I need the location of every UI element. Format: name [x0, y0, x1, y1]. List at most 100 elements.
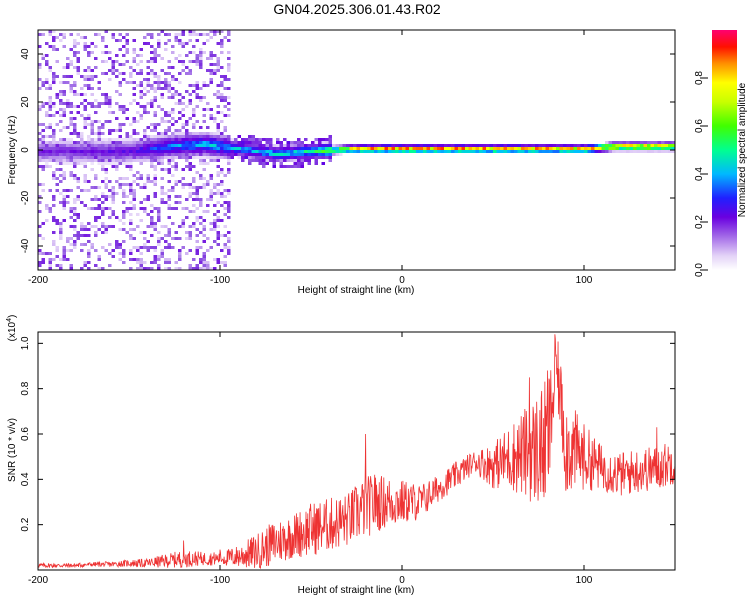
- heatmap-cell: [157, 150, 161, 153]
- heatmap-cell: [202, 156, 206, 159]
- heatmap-cell: [59, 141, 63, 144]
- heatmap-cell: [122, 147, 126, 150]
- heatmap-cell: [80, 135, 84, 138]
- heatmap-cell: [167, 171, 171, 174]
- heatmap-cell: [227, 216, 231, 219]
- heatmap-cell: [111, 60, 115, 63]
- heatmap-cell: [587, 147, 591, 150]
- heatmap-cell: [213, 117, 217, 120]
- heatmap-cell: [164, 240, 168, 243]
- heatmap-cell: [69, 225, 73, 228]
- heatmap-cell: [111, 33, 115, 36]
- heatmap-cell: [181, 168, 185, 171]
- heatmap-cell: [391, 144, 395, 147]
- heatmap-cell: [479, 147, 483, 150]
- heatmap-cell: [52, 204, 56, 207]
- heatmap-cell: [321, 138, 325, 141]
- heatmap-cell: [48, 264, 52, 267]
- heatmap-cell: [654, 150, 658, 153]
- heatmap-cell: [202, 96, 206, 99]
- heatmap-cell: [209, 177, 213, 180]
- heatmap-cell: [181, 138, 185, 141]
- heatmap-cell: [66, 150, 70, 153]
- heatmap-cell: [223, 144, 227, 147]
- heatmap-cell: [94, 153, 98, 156]
- heatmap-cell: [668, 150, 672, 153]
- heatmap-cell: [220, 45, 224, 48]
- heatmap-cell: [66, 147, 70, 150]
- snr-series-line: [37, 334, 676, 569]
- heatmap-cell: [199, 267, 203, 270]
- heatmap-cell: [325, 138, 329, 141]
- heatmap-cell: [132, 207, 136, 210]
- heatmap-cell: [192, 141, 196, 144]
- heatmap-cell: [97, 216, 101, 219]
- heatmap-cell: [45, 150, 49, 153]
- heatmap-cell: [48, 189, 52, 192]
- heatmap-cell: [153, 177, 157, 180]
- heatmap-cell: [111, 66, 115, 69]
- heatmap-cell: [69, 249, 73, 252]
- heatmap-cell: [150, 156, 154, 159]
- heatmap-cell: [615, 147, 619, 150]
- heatmap-cell: [209, 189, 213, 192]
- heatmap-cell: [69, 267, 73, 270]
- heatmap-cell: [223, 174, 227, 177]
- heatmap-cell: [199, 222, 203, 225]
- heatmap-cell: [538, 150, 542, 153]
- y-tick-label: 20: [20, 96, 31, 108]
- heatmap-cell: [213, 228, 217, 231]
- heatmap-cell: [160, 192, 164, 195]
- heatmap-cell: [153, 96, 157, 99]
- heatmap-cell: [580, 144, 584, 147]
- heatmap-cell: [73, 240, 77, 243]
- heatmap-cell: [321, 156, 325, 159]
- heatmap-cell: [62, 141, 66, 144]
- heatmap-cell: [153, 114, 157, 117]
- heatmap-cell: [90, 69, 94, 72]
- heatmap-cell: [115, 102, 119, 105]
- heatmap-cell: [125, 153, 129, 156]
- heatmap-cell: [241, 153, 245, 156]
- heatmap-cell: [279, 150, 283, 153]
- heatmap-cell: [272, 150, 276, 153]
- heatmap-cell: [311, 156, 315, 159]
- heatmap-cell: [482, 144, 486, 147]
- heatmap-cell: [62, 102, 66, 105]
- heatmap-cell: [195, 132, 199, 135]
- heatmap-cell: [38, 45, 42, 48]
- heatmap-cell: [178, 117, 182, 120]
- heatmap-cell: [178, 180, 182, 183]
- heatmap-cell: [101, 138, 105, 141]
- heatmap-cell: [111, 159, 115, 162]
- heatmap-cell: [349, 144, 353, 147]
- heatmap-cell: [90, 168, 94, 171]
- heatmap-cell: [171, 132, 175, 135]
- heatmap-cell: [304, 156, 308, 159]
- heatmap-cell: [489, 144, 493, 147]
- heatmap-cell: [314, 141, 318, 144]
- heatmap-cell: [164, 150, 168, 153]
- heatmap-cell: [640, 144, 644, 147]
- heatmap-cell: [164, 81, 168, 84]
- heatmap-cell: [241, 138, 245, 141]
- heatmap-cell: [290, 144, 294, 147]
- heatmap-cell: [38, 225, 42, 228]
- heatmap-cell: [640, 150, 644, 153]
- heatmap-cell: [199, 66, 203, 69]
- heatmap-cell: [227, 39, 231, 42]
- heatmap-cell: [283, 150, 287, 153]
- heatmap-cell: [146, 90, 150, 93]
- heatmap-cell: [524, 150, 528, 153]
- heatmap-cell: [318, 150, 322, 153]
- heatmap-cell: [146, 141, 150, 144]
- heatmap-cell: [101, 168, 105, 171]
- heatmap-cell: [38, 156, 42, 159]
- heatmap-cell: [195, 60, 199, 63]
- heatmap-cell: [97, 204, 101, 207]
- heatmap-cell: [66, 99, 70, 102]
- heatmap-cell: [167, 90, 171, 93]
- heatmap-cell: [143, 108, 147, 111]
- heatmap-cell: [157, 219, 161, 222]
- heatmap-cell: [143, 93, 147, 96]
